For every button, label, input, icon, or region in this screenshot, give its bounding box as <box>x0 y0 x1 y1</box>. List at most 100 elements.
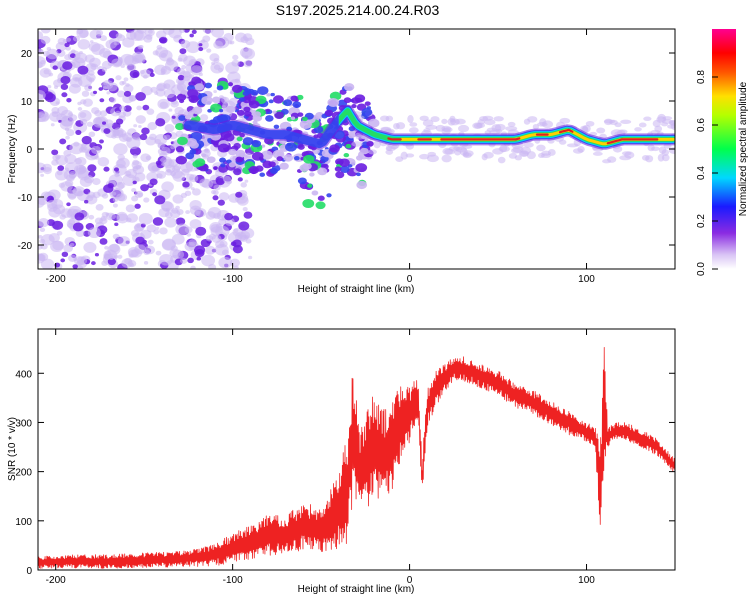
spectrogram-cell <box>109 243 120 253</box>
spectrogram-cell <box>213 57 220 63</box>
spectrogram-cell <box>81 135 92 145</box>
spectrogram-cell <box>179 257 188 264</box>
spectrogram-cell <box>123 84 134 93</box>
spectrogram-cell <box>214 243 229 256</box>
spectrogram-cell <box>108 213 117 220</box>
spectrogram-cell <box>222 175 232 183</box>
spectrogram-halo <box>643 116 652 122</box>
spectrogram-cell <box>111 191 117 196</box>
spectrogram-cell <box>356 172 361 177</box>
spectrogram-halo <box>532 123 540 130</box>
spectrogram-cell <box>192 188 201 196</box>
spectrogram-cell <box>38 89 46 101</box>
spectrogram-cell <box>317 167 328 176</box>
spectrogram-cell <box>306 183 313 188</box>
spectrogram-cell <box>40 258 55 269</box>
spectrogram-cell <box>66 98 72 103</box>
spectrogram-cell <box>279 162 289 170</box>
spectrogram-cell <box>180 40 191 49</box>
spectrogram-cell <box>107 182 114 189</box>
spectrogram-halo <box>645 155 654 163</box>
spectrogram-cell <box>181 64 187 70</box>
snr-ytick-label: 200 <box>15 468 32 479</box>
spectrogram-cell <box>182 181 190 188</box>
spectrogram-cell <box>72 35 80 42</box>
spectrogram-cell <box>113 127 124 137</box>
spectrogram-cell <box>125 204 136 213</box>
spectrogram-cell <box>121 80 127 85</box>
spectrogram-cell <box>184 114 192 120</box>
spectrogram-cell <box>242 33 253 42</box>
spectrogram-cell <box>175 122 185 131</box>
spectrogram-halo <box>670 122 675 131</box>
colorbar-tick-label: 0.8 <box>696 70 707 84</box>
spectrogram-cell <box>257 86 269 95</box>
spectrogram-cell <box>213 64 221 70</box>
spectrogram-cell <box>269 167 278 175</box>
spectrogram-cell <box>72 222 84 232</box>
spectrogram-cell <box>187 257 194 264</box>
colorbar-ticks: 0.0 0.2 0.4 0.6 0.8 <box>696 70 718 276</box>
spectrogram-cell <box>113 143 128 156</box>
spectrogram-cell <box>154 64 167 76</box>
spectrogram-cell <box>149 72 155 78</box>
snr-frame <box>37 328 676 571</box>
spectrogram-cell <box>155 160 162 166</box>
spectrogram-cell <box>311 190 319 196</box>
spectrogram-cell <box>134 244 146 254</box>
spectrogram-cell <box>243 211 253 219</box>
spectrogram-cell <box>228 162 236 168</box>
spectrogram-cell <box>82 98 93 107</box>
spectrogram-cell <box>172 171 186 182</box>
spectrogram-cell <box>329 144 340 153</box>
spectrogram-cell <box>283 99 293 107</box>
snr-series-line <box>38 347 675 569</box>
snr-ytick-label: 300 <box>15 418 32 429</box>
spectrogram-cell <box>156 83 166 92</box>
spectrogram-cell <box>266 93 271 97</box>
spectrogram-cell <box>62 61 73 70</box>
spectrogram-halo <box>609 119 618 126</box>
spectrogram-cell <box>294 156 300 161</box>
spectrogram-cell <box>198 47 204 52</box>
snr-ticks: -200 -100 0 100 0 100 200 300 400 <box>15 329 675 586</box>
spectrogram-cell <box>103 119 114 128</box>
spectrogram-cell <box>364 101 371 106</box>
spectrogram-cell <box>297 177 307 185</box>
spectrogram-cell <box>87 227 101 239</box>
spectrogram-cell <box>66 37 72 42</box>
spectrogram-halo <box>385 149 394 155</box>
spectrogram-cell <box>136 29 147 34</box>
spectrogram-cell <box>140 69 152 79</box>
spectrogram-cell <box>132 154 138 159</box>
spectrogram-cell <box>343 97 352 104</box>
spectrogram-cell <box>66 202 71 207</box>
spectrogram-cell <box>297 144 305 150</box>
spectrogram-cell <box>46 48 59 60</box>
spectrogram-cell <box>111 58 123 68</box>
spectrogram-cell <box>135 236 145 245</box>
spectrogram-cell <box>69 242 75 247</box>
spectrogram-halo <box>477 119 486 125</box>
spectrogram-cell <box>242 90 250 97</box>
spectrogram-cell <box>77 65 89 75</box>
spectrogram-cell <box>81 90 90 97</box>
spectrogram-cell <box>40 173 45 177</box>
spectrogram-cell <box>159 253 173 266</box>
snr-ytick-label: 400 <box>15 369 32 380</box>
spectrogram-cell <box>140 184 149 192</box>
spectrogram-cell <box>236 136 243 142</box>
spectrogram-cell <box>91 43 105 56</box>
spectrogram-cell <box>185 137 197 147</box>
spectrogram-cell <box>234 78 241 84</box>
spectrogram-cell <box>51 159 59 166</box>
spectrogram-cell <box>179 29 186 34</box>
spectrogram-cell <box>175 223 190 236</box>
spectrogram-cell <box>161 181 174 192</box>
spectrogram-cell <box>355 155 363 161</box>
spectrogram-ylabel: Frequency (Hz) <box>7 115 18 184</box>
spectrogram-cell <box>115 159 126 168</box>
spectrogram-cell <box>102 121 107 125</box>
spectrogram-cell <box>156 173 163 179</box>
